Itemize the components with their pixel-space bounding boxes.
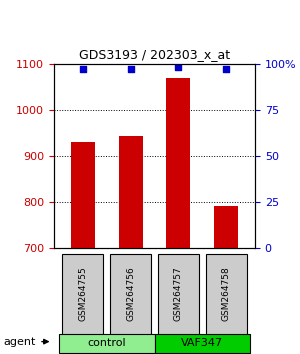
Text: GSM264757: GSM264757 bbox=[174, 267, 183, 321]
Point bbox=[224, 67, 229, 72]
Point bbox=[80, 67, 85, 72]
Bar bbox=[214, 206, 238, 248]
FancyBboxPatch shape bbox=[206, 254, 247, 335]
Text: agent: agent bbox=[3, 337, 35, 347]
Text: VAF347: VAF347 bbox=[181, 338, 224, 348]
Text: GSM264755: GSM264755 bbox=[78, 267, 87, 321]
FancyBboxPatch shape bbox=[62, 254, 103, 335]
FancyBboxPatch shape bbox=[59, 334, 154, 353]
Point bbox=[176, 64, 181, 70]
Bar bbox=[118, 136, 142, 248]
FancyBboxPatch shape bbox=[154, 334, 250, 353]
Text: control: control bbox=[87, 338, 126, 348]
Title: GDS3193 / 202303_x_at: GDS3193 / 202303_x_at bbox=[79, 48, 230, 61]
Bar bbox=[167, 79, 191, 248]
Point bbox=[128, 67, 133, 72]
Bar bbox=[71, 142, 95, 248]
Text: GSM264756: GSM264756 bbox=[126, 267, 135, 321]
Text: GSM264758: GSM264758 bbox=[222, 267, 231, 321]
FancyBboxPatch shape bbox=[158, 254, 199, 335]
FancyBboxPatch shape bbox=[110, 254, 151, 335]
